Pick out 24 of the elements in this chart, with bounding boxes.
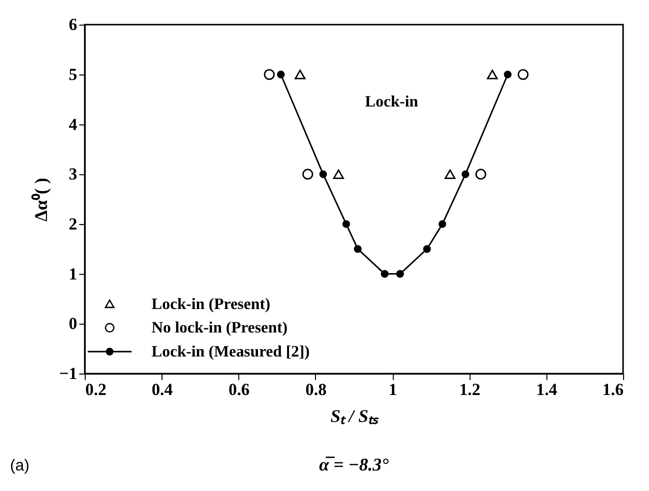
x-tick-label: 1.4: [536, 380, 558, 400]
x-tick-label: 1: [388, 380, 398, 400]
y-tick-label: 2: [68, 214, 78, 234]
x-tick-label: 1.6: [602, 380, 624, 400]
legend-label: Lock-in (Present): [152, 296, 270, 313]
x-axis-title: Sₜ / Sₜₛ: [330, 406, 380, 426]
y-tick-label: 3: [68, 164, 78, 184]
y-tick-label: 4: [68, 114, 78, 134]
y-tick-label: 5: [68, 64, 78, 84]
y-tick-label: 6: [68, 15, 78, 34]
x-tick-label: 0.6: [228, 380, 250, 400]
legend-label: No lock-in (Present): [152, 320, 288, 337]
text: α̅ = −8.3°: [319, 454, 390, 474]
x-tick-label: 1.2: [459, 380, 480, 400]
x-tick-label: 0.8: [305, 380, 327, 400]
y-tick-label: 0: [68, 314, 78, 334]
y-tick-label: 1: [68, 264, 78, 284]
text: (a): [10, 457, 30, 474]
y-axis-title: Δα⁰( ): [31, 178, 52, 222]
y-tick-label: −1: [59, 364, 78, 384]
legend-label: Lock-in (Measured [2]): [152, 344, 310, 361]
x-tick-label: 0.2: [85, 380, 106, 400]
x-tick-label: 0.4: [152, 380, 174, 400]
annotation: Lock-in: [365, 93, 418, 110]
